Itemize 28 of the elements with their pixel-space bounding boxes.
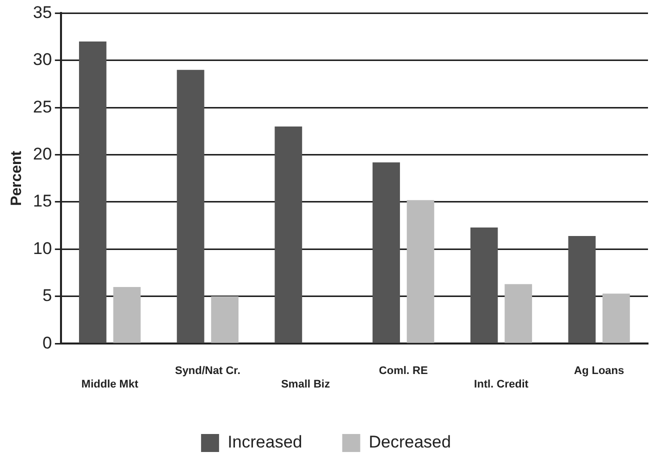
- bar: [176, 70, 204, 343]
- bar: [470, 227, 498, 343]
- x-tick-label: Small Biz: [281, 378, 330, 390]
- y-axis-title: Percent: [8, 150, 26, 206]
- y-tick-label: 10: [32, 238, 52, 258]
- x-tick-label: Intl. Credit: [474, 378, 529, 390]
- x-tick-label: Ag Loans: [574, 365, 624, 378]
- x-tick-label: Middle Mkt: [81, 378, 139, 390]
- bar: [113, 286, 141, 343]
- bar: [274, 126, 302, 343]
- x-tick-label: Synd/Nat Cr.: [174, 365, 240, 378]
- bar: [406, 200, 434, 343]
- y-tick-label: 15: [32, 192, 52, 211]
- legend-label: Increased: [228, 432, 302, 452]
- y-tick-label: 25: [32, 97, 52, 116]
- bar: [602, 294, 630, 343]
- bar: [504, 284, 532, 343]
- y-tick-label: 0: [42, 333, 52, 352]
- y-tick-label: 30: [32, 50, 52, 70]
- legend-label: Decreased: [368, 432, 451, 452]
- y-tick-label: 20: [32, 144, 52, 164]
- bar: [372, 162, 400, 343]
- bar: [568, 236, 596, 343]
- y-tick-label: 5: [42, 286, 52, 306]
- bar: [211, 296, 239, 343]
- x-tick-label: Coml. RE: [378, 365, 428, 378]
- y-tick-label: 35: [32, 2, 52, 22]
- bar: [79, 42, 106, 343]
